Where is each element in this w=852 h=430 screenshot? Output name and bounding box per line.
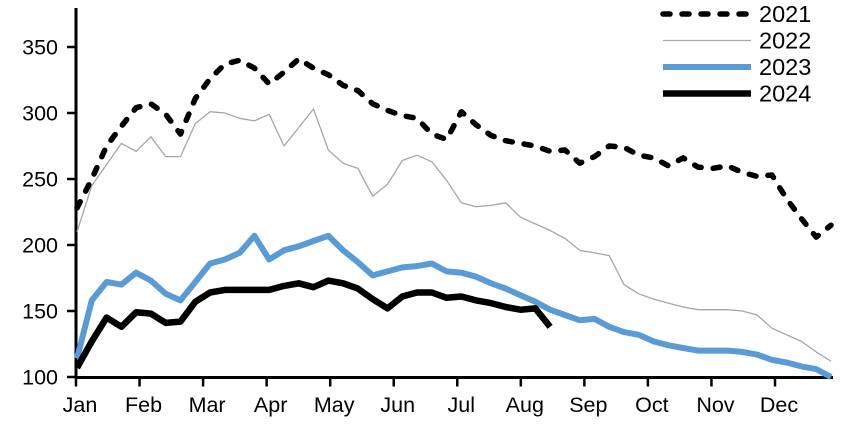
x-tick-label-jan: Jan (63, 393, 98, 417)
x-tick-label-sep: Sep (569, 393, 607, 417)
x-tick-label-jun: Jun (380, 393, 415, 417)
y-tick-label-350: 350 (22, 36, 58, 60)
y-tick-label-100: 100 (22, 366, 58, 390)
legend-item-2022: 2022 (663, 28, 811, 54)
legend-item-2021: 2021 (660, 1, 811, 27)
series-line-2023 (74, 232, 833, 380)
legend-label-2022: 2022 (759, 28, 811, 54)
series-line-2021 (74, 56, 834, 240)
legend-label-2023: 2023 (759, 54, 811, 80)
x-tick-label-feb: Feb (125, 393, 162, 417)
y-tick-label-200: 200 (22, 234, 58, 258)
y-tick-label-150: 150 (22, 300, 58, 324)
x-tick-label-apr: Apr (254, 393, 287, 417)
x-tick-label-mar: Mar (189, 393, 226, 417)
series-line-2022 (76, 108, 832, 362)
legend-label-2021: 2021 (759, 1, 811, 27)
legend-label-2024: 2024 (759, 81, 811, 107)
x-tick-label-oct: Oct (635, 393, 668, 417)
x-tick-label-may: May (314, 393, 355, 417)
series-line-2024 (74, 277, 553, 370)
x-tick-label-jul: Jul (448, 393, 475, 417)
y-tick-label-250: 250 (22, 168, 58, 192)
x-tick-label-aug: Aug (506, 393, 544, 417)
legend-item-2023: 2023 (663, 54, 811, 80)
y-tick-label-300: 300 (22, 102, 58, 126)
x-tick-label-nov: Nov (696, 393, 734, 417)
legend-item-2024: 2024 (663, 81, 811, 107)
x-tick-label-dec: Dec (760, 393, 798, 417)
